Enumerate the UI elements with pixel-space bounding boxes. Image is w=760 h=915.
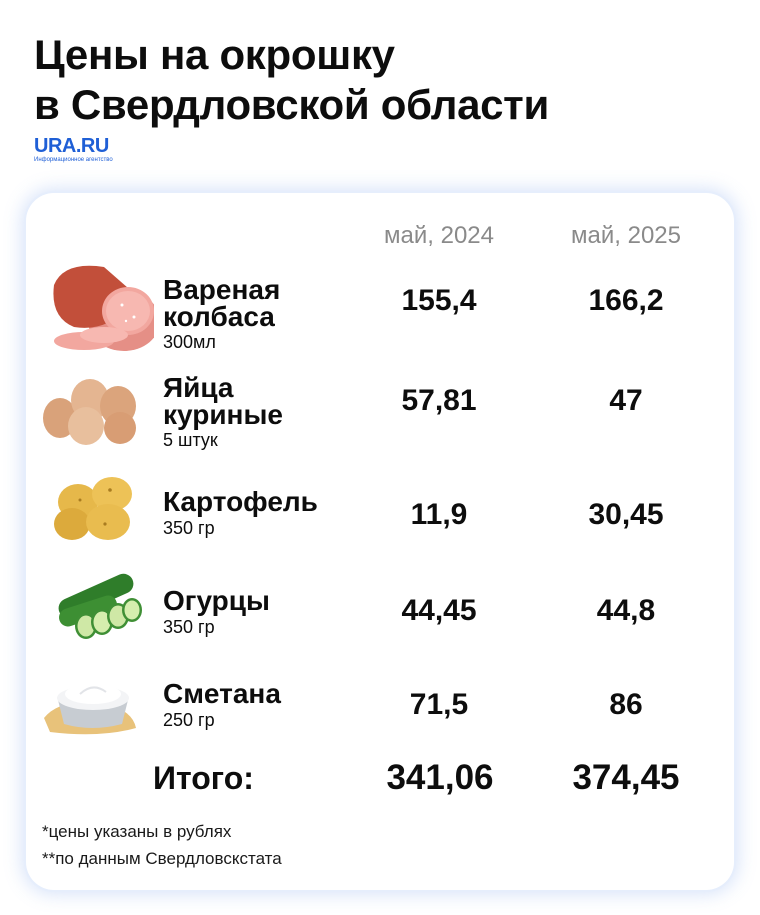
row-cucumbers-value-2024: 44,45 bbox=[401, 594, 477, 627]
row-eggs-value-2025: 47 bbox=[609, 384, 643, 417]
row-eggs-name: Яйца куриные bbox=[163, 372, 283, 430]
eggs-icon bbox=[43, 379, 136, 445]
footnote-currency: *цены указаны в рублях bbox=[42, 822, 232, 841]
row-sour-cream-value-2024: 71,5 bbox=[409, 688, 469, 721]
row-eggs-unit: 5 штук bbox=[163, 430, 218, 450]
row-sausage-value-2025: 166,2 bbox=[588, 284, 664, 317]
column-header-2025: май, 2025 bbox=[571, 222, 681, 249]
row-sausage-name-2: колбаса bbox=[163, 301, 275, 332]
title-line-1: Цены на окрошку bbox=[34, 31, 395, 78]
title-line-2: в Свердловской области bbox=[34, 81, 549, 128]
sausage-icon bbox=[53, 265, 154, 351]
column-header-2024: май, 2024 bbox=[384, 222, 494, 249]
total-value-2025: 374,45 bbox=[572, 758, 680, 797]
logo-name: URA.RU bbox=[34, 135, 109, 157]
row-eggs-name-2: куриные bbox=[163, 399, 283, 430]
row-eggs-name-1: Яйца bbox=[163, 372, 234, 403]
cucumbers-icon bbox=[58, 573, 142, 639]
logo-tagline: Информационное агентство bbox=[34, 157, 113, 163]
row-eggs-value-2024: 57,81 bbox=[401, 384, 477, 417]
row-cucumbers-value-2025: 44,8 bbox=[596, 594, 656, 627]
row-sausage-name: Вареная колбаса bbox=[163, 274, 281, 332]
row-potatoes-value-2024: 11,9 bbox=[410, 498, 468, 531]
row-potatoes-name: Картофель bbox=[163, 486, 318, 517]
row-sour-cream-value-2025: 86 bbox=[609, 688, 643, 721]
row-potatoes-value-2025: 30,45 bbox=[588, 498, 664, 531]
row-sour-cream-unit: 250 гр bbox=[163, 710, 215, 730]
row-sausage-unit: 300мл bbox=[163, 332, 216, 352]
total-label: Итого: bbox=[153, 760, 254, 796]
row-cucumbers-unit: 350 гр bbox=[163, 617, 215, 637]
footnote-source: **по данным Свердловскстата bbox=[42, 849, 282, 868]
row-sausage-value-2024: 155,4 bbox=[401, 284, 477, 317]
total-value-2024: 341,06 bbox=[386, 758, 494, 797]
row-sausage-name-1: Вареная bbox=[163, 274, 281, 305]
ura-logo: URA.RU Информационное агентство bbox=[34, 136, 113, 164]
page-title: Цены на окрошку в Свердловской области bbox=[34, 30, 549, 130]
row-cucumbers-name: Огурцы bbox=[163, 585, 270, 616]
potatoes-icon bbox=[54, 477, 132, 540]
row-potatoes-unit: 350 гр bbox=[163, 518, 215, 538]
row-sour-cream-name: Сметана bbox=[163, 678, 281, 709]
sour-cream-icon bbox=[44, 684, 136, 735]
